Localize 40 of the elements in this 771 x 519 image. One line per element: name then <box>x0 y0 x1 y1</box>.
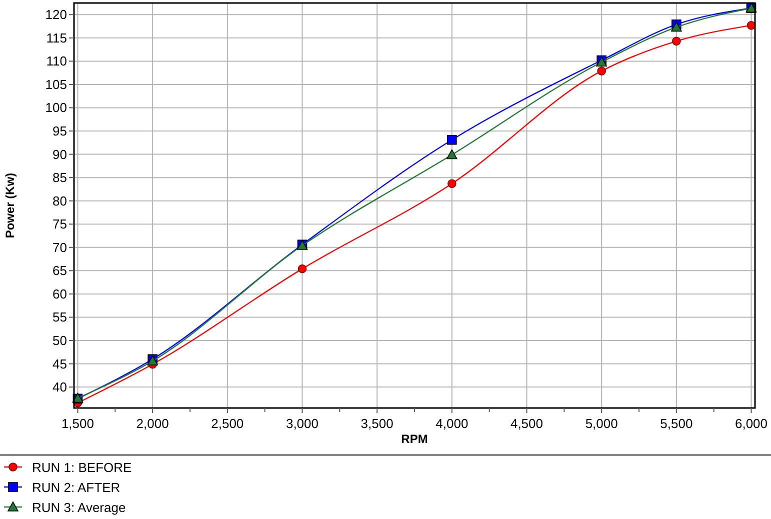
x-tick-label: 2,000 <box>136 416 169 431</box>
point <box>671 22 682 32</box>
x-tick-label: 3,000 <box>286 416 319 431</box>
legend-label: RUN 1: BEFORE <box>32 460 132 475</box>
y-tick-label: 120 <box>45 7 67 22</box>
x-tick-label: 4,000 <box>436 416 468 431</box>
x-tick-label: 6,000 <box>734 416 768 431</box>
y-tick-label: 90 <box>52 146 67 162</box>
y-tick-label: 105 <box>45 76 67 92</box>
point <box>746 20 756 30</box>
y-tick-label: 70 <box>52 240 67 255</box>
x-tick-label: 3,500 <box>360 416 394 431</box>
x-tick-label: 5,500 <box>660 416 693 431</box>
point <box>597 66 606 76</box>
y-tick-label: 80 <box>52 193 67 208</box>
point <box>672 36 681 46</box>
y-tick-label: 45 <box>52 356 67 372</box>
point <box>447 134 457 145</box>
y-tick-label: 40 <box>52 380 67 395</box>
y-tick-label: 50 <box>52 333 67 348</box>
y-tick-label: 100 <box>45 100 67 116</box>
x-tick-label: 2,500 <box>211 416 244 431</box>
y-tick-label: 95 <box>52 124 67 139</box>
legend-label: RUN 3: Average <box>32 500 126 515</box>
y-tick-label: 60 <box>52 286 67 302</box>
x-tick-label: 4,500 <box>510 416 544 431</box>
y-tick-label: 85 <box>52 170 67 186</box>
y-tick-label: 75 <box>52 216 67 232</box>
y-tick-label: 110 <box>46 54 67 69</box>
point <box>298 264 307 274</box>
x-axis-title: RPM <box>401 432 428 446</box>
point <box>446 149 458 160</box>
y-tick-label: 115 <box>46 30 67 46</box>
x-tick-label: 5,000 <box>585 416 618 431</box>
point <box>448 179 456 188</box>
y-axis-title: Power (Kw) <box>3 172 17 238</box>
x-tick-label: 1,500 <box>61 416 94 431</box>
legend-label: RUN 2: AFTER <box>32 480 120 495</box>
y-tick-label: 55 <box>52 310 67 325</box>
y-tick-label: 65 <box>52 263 67 278</box>
